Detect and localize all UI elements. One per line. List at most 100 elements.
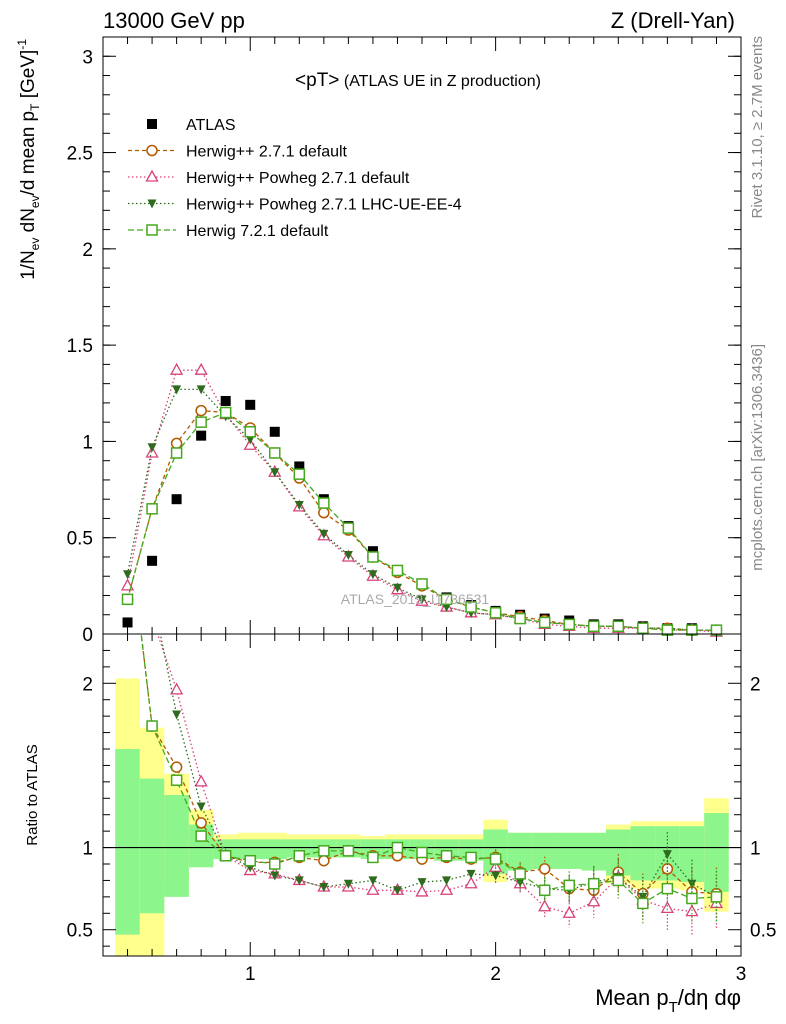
main-ytick-label: 0.5 [67, 529, 93, 550]
main-axes: 0 0.5 1 1.5 2 2.5 3 [67, 37, 742, 646]
legend-label: ATLAS [186, 117, 236, 134]
main-title-sub: (ATLAS UE in Z production) [344, 73, 541, 90]
ratio-point-herwig7 [538, 884, 551, 897]
ratio-point-herwig7 [367, 851, 379, 864]
point-herwig7 [121, 593, 134, 606]
ratio-point-powheg [194, 774, 208, 787]
point-herwig7 [269, 447, 281, 459]
ratio-point-herwig7 [514, 868, 526, 880]
band-inner [262, 839, 288, 860]
point-herwig7 [588, 620, 600, 633]
ratio-frame [102, 633, 742, 957]
main-panel: 0 0.5 1 1.5 2 2.5 3 <pT> (ATLAS UE in Z produc… [15, 36, 742, 646]
legend-marker [145, 169, 159, 182]
point-herwig7 [342, 522, 355, 534]
ratio-point-herwig7 [391, 841, 404, 854]
ratio-point-herwig_pp [318, 854, 330, 867]
ratio-point-powheg [587, 894, 601, 907]
point-herwig7 [318, 497, 330, 509]
point-herwig7 [538, 616, 551, 629]
ratio-xtick-label: 1 [245, 964, 256, 985]
band-inner [458, 839, 484, 861]
ratio-point-powheg_lhc [172, 710, 182, 720]
header-left: 13000 GeV pp [103, 8, 245, 33]
point-powheg [194, 362, 208, 375]
ratio-point-herwig7 [661, 882, 674, 895]
point-herwig7 [244, 426, 256, 438]
ratio-point-herwig7 [416, 846, 428, 859]
ratio-series-powheg_lhc [159, 634, 721, 923]
ratio-point-herwig7 [342, 845, 355, 857]
ratio-point-powheg [170, 682, 184, 695]
ratio-point-powheg_lhc [417, 878, 427, 888]
legend: ATLAS Herwig++ 2.7.1 default Herwig++ Powh… [128, 117, 462, 240]
ratio-xtick-label: 3 [736, 964, 747, 985]
ratio-point-herwig7 [170, 774, 183, 786]
ratio-ytick-label-right: 0.5 [750, 921, 776, 942]
ratio-series-line [159, 634, 717, 898]
ratio-point-herwig7 [612, 874, 625, 887]
ratio-point-powheg_lhc [319, 883, 329, 892]
ratio-point-herwig7 [293, 850, 306, 862]
ratio-point-powheg [538, 899, 552, 912]
ratio-point-powheg_lhc [270, 871, 280, 881]
point-herwig7 [195, 416, 207, 428]
ratio-point-herwig7 [318, 845, 330, 857]
band-inner [115, 749, 140, 935]
ratio-point-herwig7 [563, 879, 575, 892]
ratio-data-clipped [140, 634, 724, 936]
point-herwig7 [563, 618, 575, 631]
point-atlas [245, 399, 256, 410]
ratio-ytick-label-right: 2 [750, 674, 761, 695]
ratio-point-powheg [415, 884, 429, 897]
ratio-point-herwig7 [195, 830, 207, 842]
ratio-point-powheg_lhc [466, 869, 476, 879]
point-atlas [147, 555, 158, 566]
ratio-point-herwig7 [219, 850, 232, 862]
ratio-point-powheg_lhc [638, 892, 648, 902]
point-herwig_pp [318, 506, 330, 519]
band-inner [704, 813, 729, 892]
point-atlas [122, 617, 133, 628]
point-powheg_lhc [392, 583, 402, 593]
ratio-point-herwig_pp [538, 863, 551, 875]
point-atlas [269, 426, 280, 437]
ratio-point-herwig_pp [661, 863, 674, 875]
point-herwig7 [465, 601, 477, 613]
band-inner [581, 832, 607, 871]
rivet-label: Rivet 3.1.10, ≥ 2.7M events [749, 36, 766, 219]
band-inner [139, 778, 165, 914]
main-ytick-label: 2.5 [67, 144, 93, 165]
band-inner [556, 832, 582, 869]
legend-marker [146, 144, 158, 157]
point-powheg_lhc [196, 385, 206, 395]
ratio-point-powheg [366, 882, 380, 895]
ratio-point-herwig7 [637, 897, 649, 910]
legend-item-atlas: ATLAS [147, 117, 236, 134]
point-powheg_lhc [270, 468, 280, 478]
ratio-bands [115, 678, 729, 956]
ratio-point-powheg_lhc [687, 879, 697, 889]
ratio-ytick-label: 2 [82, 674, 93, 695]
point-powheg_lhc [123, 570, 133, 580]
legend-marker [147, 119, 157, 129]
point-herwig_pp [170, 437, 183, 450]
ratio-point-herwig7 [489, 853, 502, 865]
main-ytick-label: 3 [82, 47, 93, 68]
point-atlas [196, 430, 207, 441]
ratio-point-powheg_lhc [392, 886, 402, 896]
legend-marker [146, 224, 158, 236]
ratio-ytick-label-right: 1 [750, 839, 761, 860]
point-powheg_lhc [294, 500, 304, 510]
point-herwig7 [440, 593, 453, 606]
band-inner [532, 832, 557, 869]
ratio-point-powheg_lhc [196, 802, 206, 812]
band-inner [237, 839, 263, 860]
ratio-point-powheg_lhc [491, 871, 501, 881]
ratio-point-powheg_lhc [662, 850, 672, 860]
point-powheg_lhc [245, 435, 255, 445]
ratio-ytick-label: 0.5 [67, 921, 93, 942]
ratio-point-herwig7 [465, 851, 477, 864]
legend-label: Herwig++ 2.7.1 default [186, 144, 348, 161]
